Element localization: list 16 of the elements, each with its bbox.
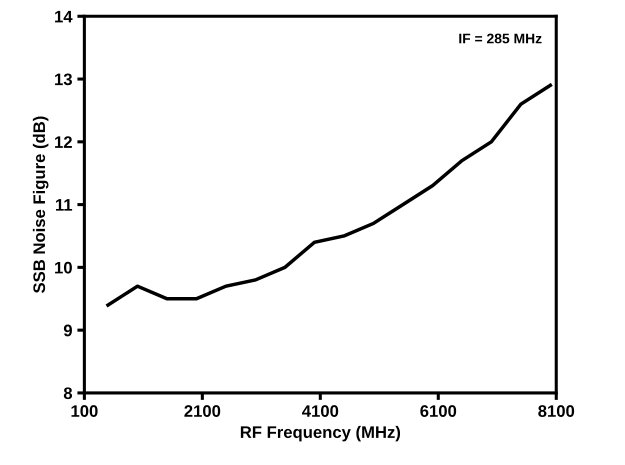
annotation: IF = 285 MHz: [459, 34, 542, 44]
x-axis-title: RF Frequency (MHz): [240, 426, 400, 442]
y-tick-label: 10: [55, 262, 72, 274]
x-tick-label: 8100: [538, 405, 574, 417]
x-tick-label: 6100: [420, 405, 456, 417]
y-tick-label: 9: [64, 324, 72, 336]
y-tick-label: 13: [55, 73, 72, 86]
y-tick-label: 8: [64, 387, 72, 400]
y-tick-label: 11: [56, 199, 72, 211]
y-tick-label: 14: [55, 10, 72, 22]
y-axis-title: SSB Noise Figure (dB): [32, 116, 48, 294]
x-tick-label: 2100: [184, 405, 220, 417]
x-tick-label: 100: [72, 405, 98, 417]
x-tick-label: 4100: [302, 405, 338, 417]
line-series: [106, 84, 552, 307]
y-tick-label: 12: [55, 136, 72, 148]
